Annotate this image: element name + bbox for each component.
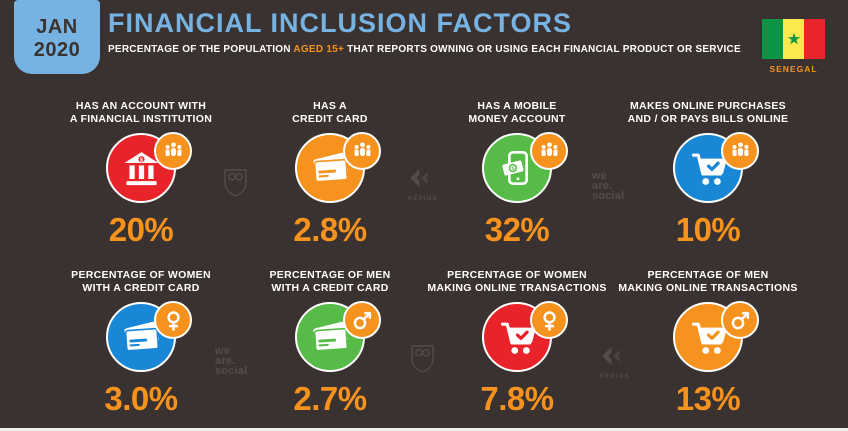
flag-star-icon <box>787 32 800 45</box>
stat-card: HAS A CREDIT CARD <box>235 100 425 249</box>
mobile-money-icon: $ <box>502 150 528 185</box>
we-are-social-watermark: we are. social <box>592 170 625 202</box>
stat-label: HAS A MOBILE MONEY ACCOUNT <box>468 100 566 125</box>
bottom-strip <box>0 428 848 431</box>
demographic-badge <box>721 301 759 339</box>
stat-value: 32% <box>484 211 550 248</box>
hootsuite-owl-watermark <box>410 344 435 379</box>
flag-stripe-yellow <box>783 19 804 59</box>
owl-shield-icon <box>411 345 434 373</box>
stat-value: 7.8% <box>480 380 554 417</box>
people-icon <box>731 141 749 156</box>
senegal-flag: SENEGAL <box>762 19 825 74</box>
stat-label: PERCENTAGE OF MEN WITH A CREDIT CARD <box>269 269 391 294</box>
stat-label: HAS A CREDIT CARD <box>292 100 368 125</box>
date-badge: JAN 2020 <box>14 0 100 74</box>
people-icon <box>540 141 558 156</box>
flag-stripe-green <box>762 19 783 59</box>
kepios-logo-icon <box>410 168 428 188</box>
stat-value: 20% <box>108 211 174 248</box>
demographic-badge <box>530 301 568 339</box>
stat-card: PERCENTAGE OF WOMEN MAKING ONLINE TRANSA… <box>422 269 612 418</box>
kepios-watermark: KEPIOS <box>600 345 630 380</box>
svg-text:$: $ <box>140 157 143 163</box>
shopping-cart-icon <box>500 322 536 354</box>
people-icon <box>164 141 182 156</box>
flag-stripe-red <box>804 19 825 59</box>
female-icon <box>542 310 556 331</box>
demographic-badge <box>721 132 759 170</box>
owl-shield-icon <box>224 169 247 197</box>
we-are-social-watermark: we are. social <box>215 345 248 377</box>
stat-card: PERCENTAGE OF WOMEN WITH A CREDIT CARD <box>46 269 236 418</box>
stat-value: 2.7% <box>293 380 367 417</box>
svg-text:$: $ <box>511 166 515 173</box>
male-icon <box>731 311 749 329</box>
stat-label: MAKES ONLINE PURCHASES AND / OR PAYS BIL… <box>627 100 789 125</box>
stat-card: PERCENTAGE OF MEN WITH A CREDIT CARD <box>235 269 425 418</box>
page-subtitle: PERCENTAGE OF THE POPULATION AGED 15+ TH… <box>108 44 741 55</box>
stat-label: HAS AN ACCOUNT WITH A FINANCIAL INSTITUT… <box>69 100 213 125</box>
page-title: FINANCIAL INCLUSION FACTORS <box>108 8 573 38</box>
shopping-cart-icon <box>691 153 727 185</box>
kepios-watermark: KEPIOS <box>408 167 438 202</box>
date-month: JAN <box>36 16 78 38</box>
shopping-cart-icon <box>691 322 727 354</box>
demographic-badge <box>530 132 568 170</box>
credit-card-icon <box>312 152 348 182</box>
credit-card-icon <box>312 321 348 351</box>
stat-card: PERCENTAGE OF MEN MAKING ONLINE TRANSACT… <box>613 269 803 418</box>
male-icon <box>353 311 371 329</box>
hootsuite-owl-watermark <box>223 168 248 203</box>
stat-value: 10% <box>675 211 741 248</box>
people-icon <box>353 141 371 156</box>
stat-value: 2.8% <box>293 211 367 248</box>
stat-value: 13% <box>675 380 741 417</box>
stat-card: HAS AN ACCOUNT WITH A FINANCIAL INSTITUT… <box>46 100 236 249</box>
kepios-logo-icon <box>602 346 620 366</box>
female-icon <box>166 310 180 331</box>
stat-card: HAS A MOBILE MONEY ACCOUNT $ <box>422 100 612 249</box>
stat-label: PERCENTAGE OF MEN MAKING ONLINE TRANSACT… <box>618 269 798 294</box>
stat-card: MAKES ONLINE PURCHASES AND / OR PAYS BIL… <box>613 100 803 249</box>
bank-icon: $ <box>124 151 158 185</box>
credit-card-icon <box>123 321 159 351</box>
date-year: 2020 <box>33 39 81 61</box>
stat-value: 3.0% <box>104 380 178 417</box>
aged-15-highlight: AGED 15+ <box>293 44 345 55</box>
demographic-badge <box>154 132 192 170</box>
stat-label: PERCENTAGE OF WOMEN WITH A CREDIT CARD <box>71 269 211 294</box>
demographic-badge <box>154 301 192 339</box>
stat-label: PERCENTAGE OF WOMEN MAKING ONLINE TRANSA… <box>427 269 607 294</box>
country-label: SENEGAL <box>769 64 818 74</box>
demographic-badge <box>343 301 381 339</box>
demographic-badge <box>343 132 381 170</box>
